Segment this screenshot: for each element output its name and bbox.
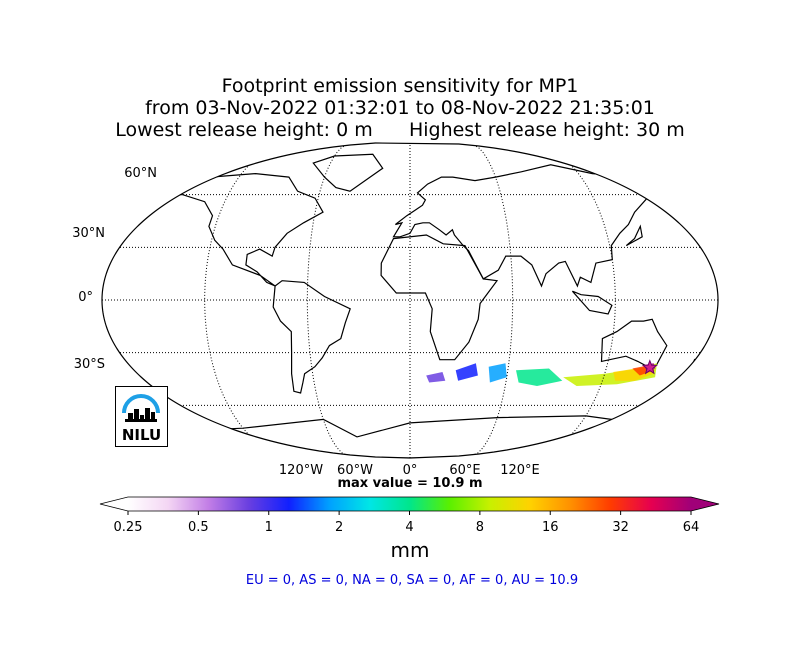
- lon-label-120e: 120°E: [500, 463, 540, 478]
- continent-outline: [158, 172, 324, 287]
- meridian-line: [466, 143, 514, 458]
- footprint-contour: [426, 372, 446, 383]
- continent-outline: [392, 164, 672, 288]
- logo-text: NILU: [121, 426, 162, 444]
- continent-outline: [272, 280, 351, 394]
- colorbar-extend-high: [691, 497, 719, 511]
- meridian-line: [204, 143, 298, 458]
- max-value-label: max value = 10.9 m: [337, 476, 483, 491]
- lat-label-30s: 30°S: [73, 357, 105, 372]
- colorbar-tick-label: 8: [475, 520, 485, 535]
- colorbar-tick-label: 64: [682, 520, 700, 535]
- meridian-line: [522, 143, 616, 458]
- lon-label-60w: 60°W: [337, 463, 373, 478]
- colorbar-border: [99, 496, 720, 512]
- footprint-contour: [455, 363, 478, 381]
- colorbar-extend-low: [100, 497, 128, 511]
- lat-label-60n: 60°N: [124, 166, 157, 181]
- lon-label-120w: 120°W: [278, 463, 324, 478]
- colorbar-tick-label: 16: [541, 520, 559, 535]
- lat-label-30n: 30°N: [72, 226, 105, 241]
- chart-release-heights: Lowest release height: 0 m Highest relea…: [115, 119, 685, 141]
- region-totals: EU = 0, AS = 0, NA = 0, SA = 0, AF = 0, …: [245, 573, 579, 588]
- chart-title: Footprint emission sensitivity for MP1: [221, 75, 579, 97]
- colorbar-tick-label: 0.25: [113, 520, 143, 535]
- colorbar-gradient: [128, 497, 691, 511]
- colorbar-tick-label: 1: [264, 520, 273, 535]
- graticule: [102, 143, 718, 458]
- map-boundary: [101, 142, 719, 459]
- continent-outline: [312, 153, 384, 192]
- continent-outline: [600, 318, 668, 368]
- lon-label-0: 0°: [402, 463, 418, 478]
- nilu-logo: NILU: [115, 386, 168, 447]
- colorbar-unit: mm: [390, 538, 430, 562]
- continent-outline: [625, 224, 643, 247]
- footprint-contour: [516, 368, 563, 386]
- chart-period: from 03-Nov-2022 01:32:01 to 08-Nov-2022…: [145, 97, 655, 119]
- lat-label-0: 0°: [78, 290, 93, 305]
- footprint-contour: [488, 363, 507, 383]
- colorbar-tick-label: 2: [334, 520, 344, 535]
- footprint-field: [426, 363, 657, 386]
- continent-outline: [163, 415, 663, 458]
- continent-outline: [380, 234, 499, 361]
- meridian-line: [306, 143, 354, 458]
- colorbar-tick-label: 4: [405, 520, 414, 535]
- release-site-marker: [641, 359, 658, 375]
- colorbar-tick-label: 0.5: [188, 520, 209, 535]
- continent-outline: [571, 290, 613, 315]
- colorbar-tick-label: 32: [612, 520, 629, 535]
- lon-label-60e: 60°E: [449, 463, 481, 478]
